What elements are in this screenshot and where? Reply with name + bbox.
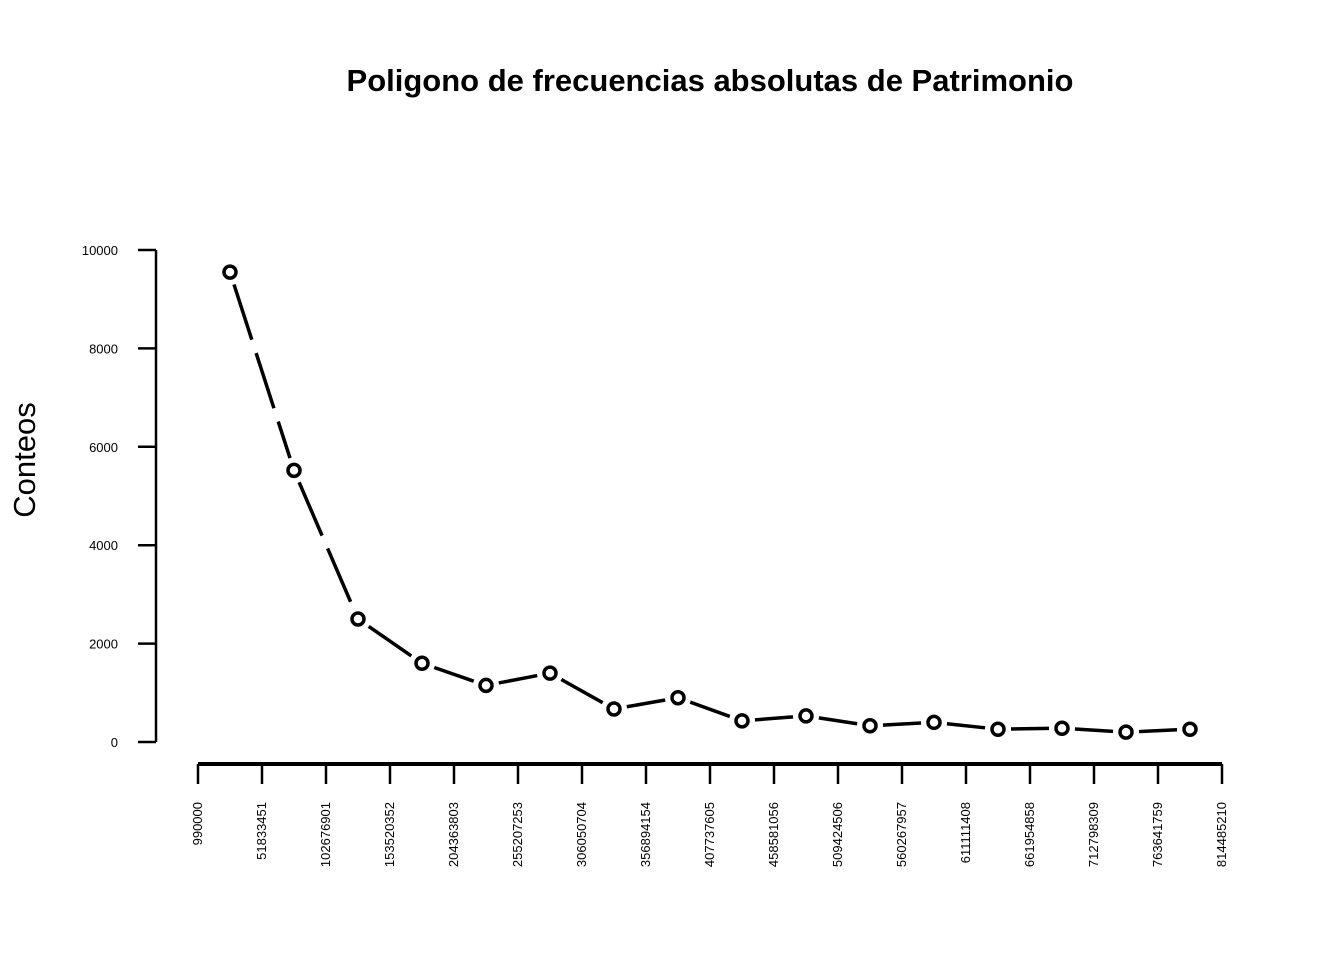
x-tick-label: 255207253: [510, 802, 525, 867]
series-line-segment: [882, 721, 922, 727]
data-point: [606, 701, 622, 717]
x-tick-label: 661954858: [1022, 802, 1037, 867]
data-point: [1182, 721, 1198, 737]
data-point: [1118, 724, 1134, 740]
x-tick-label: 153520352: [382, 802, 397, 867]
data-point: [734, 713, 750, 729]
x-tick-label: 611111408: [958, 802, 973, 863]
y-tick-label: 10000: [82, 243, 118, 258]
series-line-segment: [1138, 728, 1178, 734]
x-tick-label: 356894154: [638, 802, 653, 867]
chart-title: Poligono de frecuencias absolutas de Pat…: [347, 63, 1074, 98]
series-line-segment: [560, 677, 604, 705]
series-line-segment: [689, 700, 731, 719]
x-tick-label: 814485210: [1214, 802, 1229, 867]
x-tick-label: 407737605: [702, 802, 717, 867]
y-tick-label: 0: [111, 735, 118, 750]
x-tick-label: 509424506: [830, 802, 845, 867]
y-tick-label: 2000: [89, 637, 118, 652]
y-axis: 0 2000 4000 6000 8000 10000: [82, 243, 158, 750]
y-tick-label: 4000: [89, 538, 118, 553]
data-point: [670, 689, 686, 706]
y-tick-label: 6000: [89, 440, 118, 455]
data-point: [990, 721, 1006, 737]
data-point: [926, 714, 942, 731]
data-series: [222, 264, 1198, 740]
series-line-segment: [626, 698, 666, 709]
x-tick-label: 458581056: [766, 802, 781, 867]
series-line-segment: [818, 716, 858, 726]
x-tick-label: 763641759: [1150, 802, 1165, 867]
x-tick-label: 204363803: [446, 802, 461, 867]
data-point: [286, 462, 302, 479]
y-axis-label: Conteos: [7, 402, 42, 517]
series-line-segment: [367, 624, 413, 658]
x-tick-label: 102676901: [318, 802, 333, 867]
series-line-segment: [433, 665, 475, 683]
data-point: [1054, 720, 1070, 736]
series-line-segment: [1010, 726, 1050, 731]
data-point: [542, 665, 558, 681]
data-point: [798, 708, 814, 724]
x-tick-label: 990000: [190, 802, 205, 845]
x-tick-label: 306050704: [574, 802, 589, 867]
y-tick-label: 8000: [89, 341, 118, 356]
series-line-segment: [297, 481, 355, 608]
series-line-segment: [1074, 727, 1114, 734]
data-point: [478, 677, 494, 694]
x-axis: 990000 51833451 102676901 153520352 20436380…: [190, 762, 1229, 867]
data-point: [862, 718, 878, 734]
series-line-segment: [946, 721, 986, 730]
x-tick-label: 51833451: [254, 802, 269, 860]
series-line-segment: [754, 715, 794, 722]
series-line-segment: [232, 283, 292, 459]
series-line-segment: [498, 673, 538, 685]
data-point: [222, 264, 238, 280]
data-point: [350, 611, 366, 627]
data-point: [414, 655, 430, 672]
x-tick-label: 712798309: [1086, 802, 1101, 867]
x-tick-label: 560267957: [894, 802, 909, 867]
